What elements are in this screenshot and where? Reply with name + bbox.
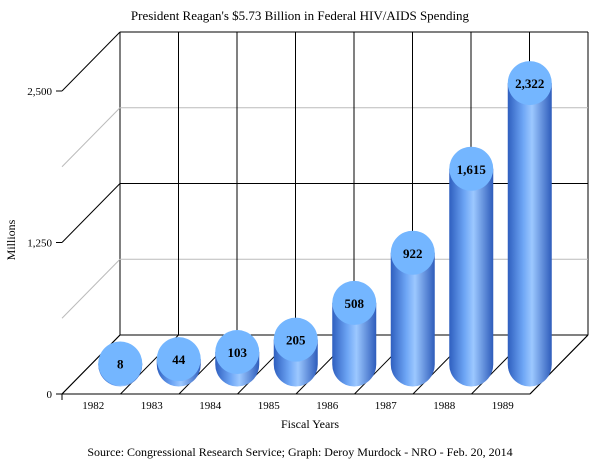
x-axis-ticks: 1982 1983 1984 1985 1986 1987 1988 1989 xyxy=(82,400,514,412)
y-tick-label: 0 xyxy=(47,389,53,401)
data-label: 8 xyxy=(117,357,124,372)
y-axis-ticks: 0 1,250 2,500 xyxy=(27,86,62,401)
bar-body xyxy=(507,83,552,387)
bar-top xyxy=(390,230,435,275)
bar-1986 xyxy=(332,280,377,387)
data-label: 44 xyxy=(172,352,186,367)
y-axis-label: Millions xyxy=(4,219,18,260)
bar-1989 xyxy=(507,61,552,387)
bar-1985 xyxy=(273,317,318,387)
chart-title: President Reagan's $5.73 Billion in Fede… xyxy=(131,8,470,23)
x-axis-label: Fiscal Years xyxy=(281,417,339,431)
x-tick-label: 1983 xyxy=(141,400,164,412)
data-label: 103 xyxy=(228,345,248,360)
chart-source: Source: Congressional Research Service; … xyxy=(87,445,512,459)
bar-top xyxy=(507,61,552,106)
data-label: 922 xyxy=(403,246,423,261)
x-tick-label: 1986 xyxy=(316,400,339,412)
bar-top xyxy=(332,280,377,325)
bar-top xyxy=(156,337,201,382)
x-tick-label: 1984 xyxy=(199,400,222,412)
bar-1987 xyxy=(390,230,435,387)
x-tick-label: 1982 xyxy=(82,400,104,412)
data-label: 508 xyxy=(345,296,365,311)
bar-top xyxy=(98,341,143,386)
bar-top xyxy=(215,330,260,375)
chart-value-labels: 8 44 103 205 508 922 1,615 2,322 xyxy=(117,76,544,371)
data-label: 205 xyxy=(286,333,306,348)
bar-1988 xyxy=(449,146,494,387)
bar-1982 xyxy=(98,341,143,387)
x-tick-label: 1989 xyxy=(492,400,515,412)
bar-top xyxy=(273,317,318,362)
bar-body xyxy=(449,168,494,387)
chart-bars xyxy=(98,61,552,387)
y-tick-label: 1,250 xyxy=(27,238,52,250)
bar-1984 xyxy=(215,330,260,387)
bar-top xyxy=(449,146,494,191)
bar-body xyxy=(332,302,377,387)
x-tick-label: 1985 xyxy=(258,400,281,412)
y-tick-label: 2,500 xyxy=(27,86,52,98)
x-tick-label: 1987 xyxy=(375,400,398,412)
x-tick-label: 1988 xyxy=(433,400,456,412)
data-label: 1,615 xyxy=(457,162,487,177)
bar-body xyxy=(390,252,435,387)
bar-1983 xyxy=(156,337,201,387)
data-label: 2,322 xyxy=(515,76,544,91)
